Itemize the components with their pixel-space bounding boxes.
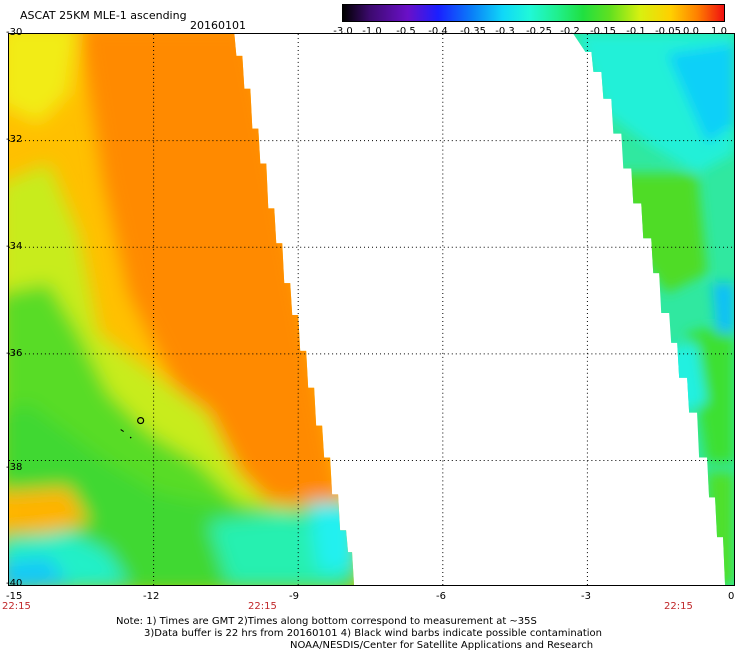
wind-barb [120,429,124,432]
wind-map-panel [8,33,735,586]
lat-label: -34 [6,241,23,252]
map-title: ASCAT 25KM MLE-1 ascending [20,9,187,22]
wind-barb-dot [129,436,132,439]
colorbar [342,4,725,22]
colorbar-label: -0.05 [655,26,681,37]
colorbar-label: 0.0 [683,26,699,37]
lat-label: -30 [6,27,23,38]
colorbar-label: -0.3 [495,26,515,37]
station-marker [137,417,145,425]
right-swath [573,34,734,585]
lon-label: -12 [143,591,160,602]
lon-label: -9 [289,591,299,602]
left-swath [9,34,355,585]
time-label: 22:15 [664,601,693,612]
grid-lines [9,34,734,585]
note-line-3: NOAA/NESDIS/Center for Satellite Applica… [290,640,594,651]
colorbar-label: -1.0 [362,26,382,37]
colorbar-label: -0.2 [560,26,580,37]
colorbar-label: -0.4 [428,26,448,37]
lon-label: 0 [728,591,735,602]
note-line-2: 3)Data buffer is 22 hrs from 20160101 4)… [144,628,602,639]
colorbar-label: -3.0 [333,26,353,37]
lat-label: -40 [6,578,23,589]
colorbar-label: -0.15 [590,26,616,37]
colorbar-label: -0.5 [396,26,416,37]
lat-label: -38 [6,462,23,473]
lat-label: -36 [6,348,23,359]
note-line-1: Note: 1) Times are GMT 2)Times along bot… [116,616,537,627]
colorbar-label: -0.35 [460,26,486,37]
lon-label: -15 [6,591,23,602]
colorbar-label: -0.1 [626,26,646,37]
time-label: 22:15 [2,601,31,612]
colorbar-label: 1.0 [711,26,727,37]
lon-label: -6 [436,591,446,602]
lat-label: -32 [6,134,23,145]
colorbar-label: -0.25 [526,26,552,37]
lon-label: -3 [581,591,591,602]
map-date: 20160101 [190,19,246,32]
time-label: 22:15 [248,601,277,612]
